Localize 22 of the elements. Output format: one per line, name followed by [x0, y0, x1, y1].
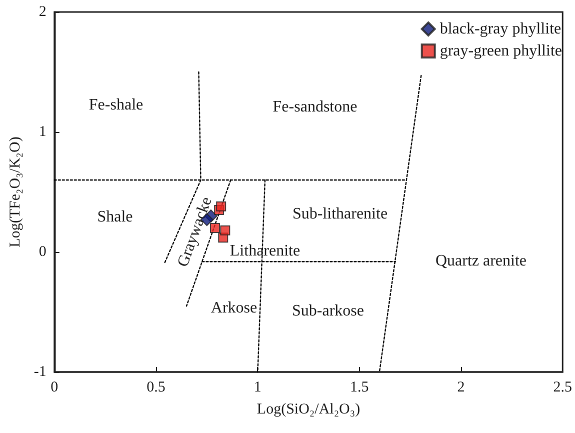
- y-tick-label: 2: [38, 4, 46, 20]
- x-tick-label: 2.5: [553, 380, 572, 396]
- y-tick-label: 0: [38, 244, 46, 260]
- legend-label: gray-green phyllite: [440, 42, 562, 60]
- x-tick-label: 1: [254, 380, 262, 396]
- annotation: Sub-arkose: [292, 302, 364, 320]
- annotation: Litharenite: [230, 242, 300, 260]
- y-tick-label: -1: [34, 364, 46, 380]
- y-axis-title: Log(TFe₂O₃/K₂O): [8, 136, 24, 248]
- x-tick-label: 0: [50, 380, 58, 396]
- annotation: Fe-shale: [88, 96, 144, 114]
- annotation: Shale: [97, 208, 133, 226]
- x-axis-title: Log(SiO₂/Al₂O₃): [256, 402, 360, 418]
- x-tick-label: 0.5: [146, 380, 166, 396]
- annotation: Quartz arenite: [435, 252, 527, 270]
- x-tick-label: 1.5: [350, 380, 369, 396]
- annotation: Sub-litharenite: [292, 206, 388, 222]
- y-tick-label: 1: [38, 124, 46, 140]
- annotation: Arkose: [210, 300, 258, 316]
- x-tick-label: 2: [457, 380, 465, 396]
- legend-label: black-gray phyllite: [440, 20, 562, 38]
- annotation: Fe-sandstone: [272, 98, 358, 116]
